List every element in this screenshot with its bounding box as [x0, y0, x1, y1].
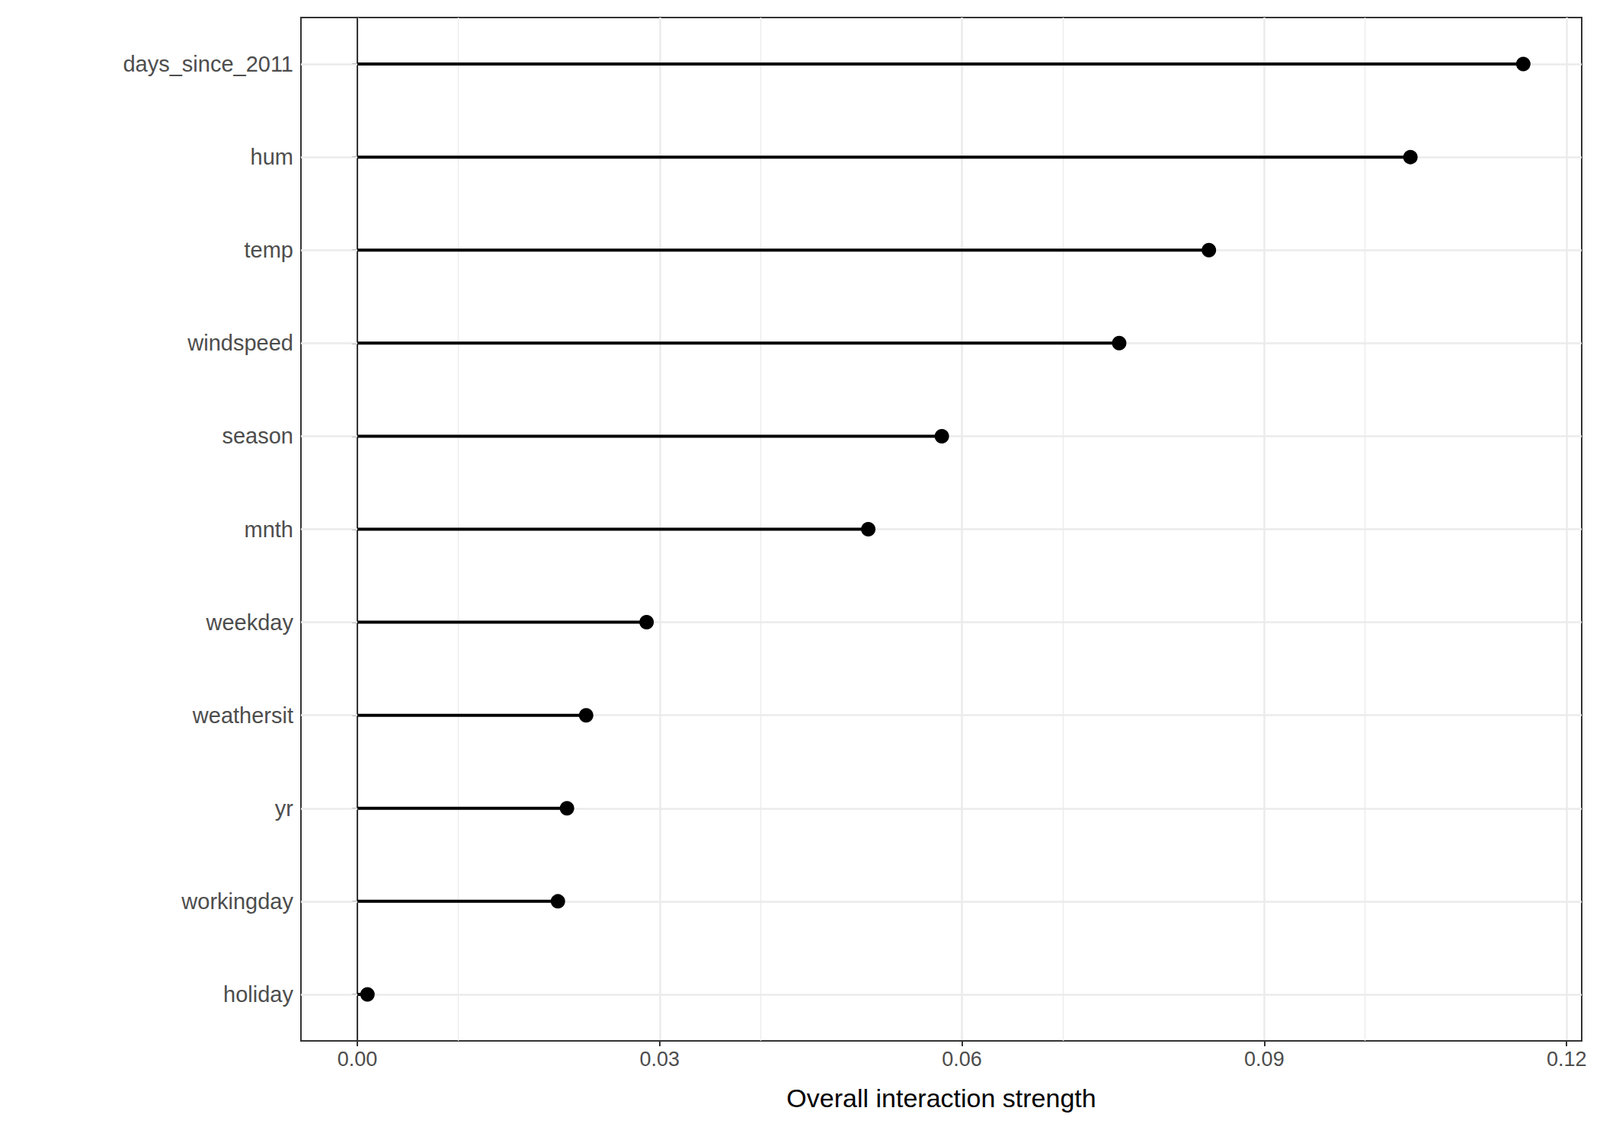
- svg-text:mnth: mnth: [244, 517, 294, 542]
- svg-text:Overall interaction strength: Overall interaction strength: [786, 1083, 1096, 1113]
- svg-text:hum: hum: [250, 144, 294, 170]
- svg-text:windspeed: windspeed: [186, 330, 294, 356]
- svg-text:weekday: weekday: [205, 610, 295, 635]
- svg-text:0.12: 0.12: [1546, 1047, 1588, 1071]
- svg-text:days_since_2011: days_since_2011: [122, 51, 294, 77]
- svg-text:yr: yr: [275, 796, 295, 821]
- svg-text:season: season: [221, 423, 294, 448]
- svg-text:0.06: 0.06: [941, 1047, 983, 1071]
- svg-text:temp: temp: [244, 237, 294, 263]
- svg-text:0.09: 0.09: [1244, 1047, 1285, 1071]
- svg-text:0.03: 0.03: [640, 1047, 681, 1071]
- svg-text:workingday: workingday: [180, 889, 294, 914]
- svg-text:holiday: holiday: [223, 982, 294, 1007]
- svg-text:0.00: 0.00: [337, 1047, 378, 1071]
- svg-text:weathersit: weathersit: [192, 703, 294, 728]
